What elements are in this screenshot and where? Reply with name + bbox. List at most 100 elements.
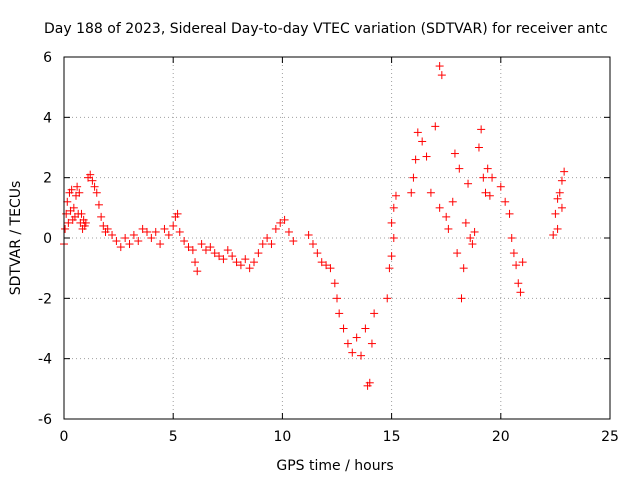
- data-point: [461, 218, 470, 227]
- data-point: [435, 62, 444, 71]
- data-point: [501, 197, 510, 206]
- data-point: [223, 246, 232, 255]
- data-point: [81, 218, 90, 227]
- data-point: [389, 203, 398, 212]
- data-point: [129, 230, 138, 239]
- data-point: [413, 128, 422, 137]
- y-tick-label: 0: [43, 231, 52, 247]
- data-point: [553, 194, 562, 203]
- y-tick-label: 4: [43, 110, 52, 126]
- data-point: [160, 224, 169, 233]
- data-point: [383, 294, 392, 303]
- data-point: [389, 234, 398, 242]
- data-point: [280, 215, 289, 224]
- data-point: [560, 167, 569, 176]
- data-point: [263, 234, 272, 242]
- data-point: [409, 173, 418, 182]
- data-point: [317, 258, 326, 267]
- chart-title: Day 188 of 2023, Sidereal Day-to-day VTE…: [44, 21, 608, 37]
- data-point: [553, 224, 562, 233]
- data-point: [88, 176, 97, 185]
- data-point: [339, 324, 348, 333]
- data-point: [142, 227, 151, 236]
- data-point: [516, 288, 525, 297]
- y-axis-label: SDTVAR / TECUs: [8, 181, 24, 296]
- data-point: [370, 309, 379, 318]
- data-point: [426, 188, 435, 197]
- data-point: [457, 294, 466, 303]
- data-point: [468, 240, 477, 249]
- data-point: [64, 218, 73, 227]
- data-point: [206, 243, 215, 252]
- data-point: [156, 240, 165, 249]
- data-point: [188, 246, 197, 255]
- data-point: [210, 249, 219, 258]
- data-point: [514, 279, 523, 288]
- data-point: [357, 351, 366, 360]
- grid-layer: [64, 57, 610, 419]
- data-point: [352, 333, 361, 342]
- data-point: [169, 221, 178, 230]
- data-point: [512, 261, 521, 270]
- data-point: [134, 237, 143, 246]
- data-point: [75, 188, 84, 197]
- data-point: [201, 246, 210, 255]
- data-point: [241, 255, 250, 264]
- data-point: [555, 188, 564, 197]
- data-point: [308, 240, 317, 249]
- data-point: [365, 378, 374, 387]
- data-point: [103, 224, 112, 233]
- data-point: [97, 212, 106, 221]
- data-point: [459, 264, 468, 273]
- data-point: [215, 252, 224, 261]
- data-point: [391, 191, 400, 200]
- data-point: [116, 243, 125, 252]
- data-point: [348, 348, 357, 357]
- data-point: [435, 203, 444, 212]
- data-point: [481, 188, 490, 197]
- data-point: [147, 234, 156, 242]
- data-point: [437, 71, 446, 80]
- y-tick-label: 2: [43, 171, 52, 187]
- data-point: [411, 155, 420, 164]
- data-point: [450, 149, 459, 158]
- data-point: [92, 188, 101, 197]
- data-point: [86, 170, 95, 179]
- data-point: [387, 252, 396, 261]
- data-point: [483, 164, 492, 173]
- data-point: [197, 240, 206, 249]
- data-point: [470, 227, 479, 236]
- data-point: [407, 188, 416, 197]
- data-point: [175, 227, 184, 236]
- data-point: [245, 264, 254, 273]
- data-point: [108, 230, 117, 239]
- data-point: [326, 264, 335, 273]
- x-axis-label: GPS time / hours: [276, 458, 393, 474]
- data-point: [94, 200, 103, 209]
- data-point: [219, 255, 228, 264]
- x-tick-label: 15: [383, 429, 401, 445]
- data-point: [557, 203, 566, 212]
- data-point: [466, 234, 475, 242]
- data-point: [284, 227, 293, 236]
- x-tick-label: 10: [273, 429, 291, 445]
- data-point: [99, 221, 108, 230]
- data-point: [173, 209, 182, 218]
- y-tick-label: -2: [38, 291, 52, 307]
- data-point: [267, 240, 276, 249]
- data-point: [518, 258, 527, 267]
- data-point: [453, 249, 462, 258]
- data-point: [236, 261, 245, 270]
- y-tick-label: 6: [43, 50, 52, 66]
- data-point: [464, 179, 473, 188]
- data-point: [67, 185, 76, 194]
- plot-frame: [63, 56, 611, 420]
- data-point: [164, 230, 173, 239]
- data-point: [61, 224, 70, 233]
- data-point: [385, 264, 394, 273]
- data-point: [330, 279, 339, 288]
- data-point: [333, 294, 341, 303]
- x-tick-label: 20: [492, 429, 510, 445]
- data-point: [444, 224, 453, 233]
